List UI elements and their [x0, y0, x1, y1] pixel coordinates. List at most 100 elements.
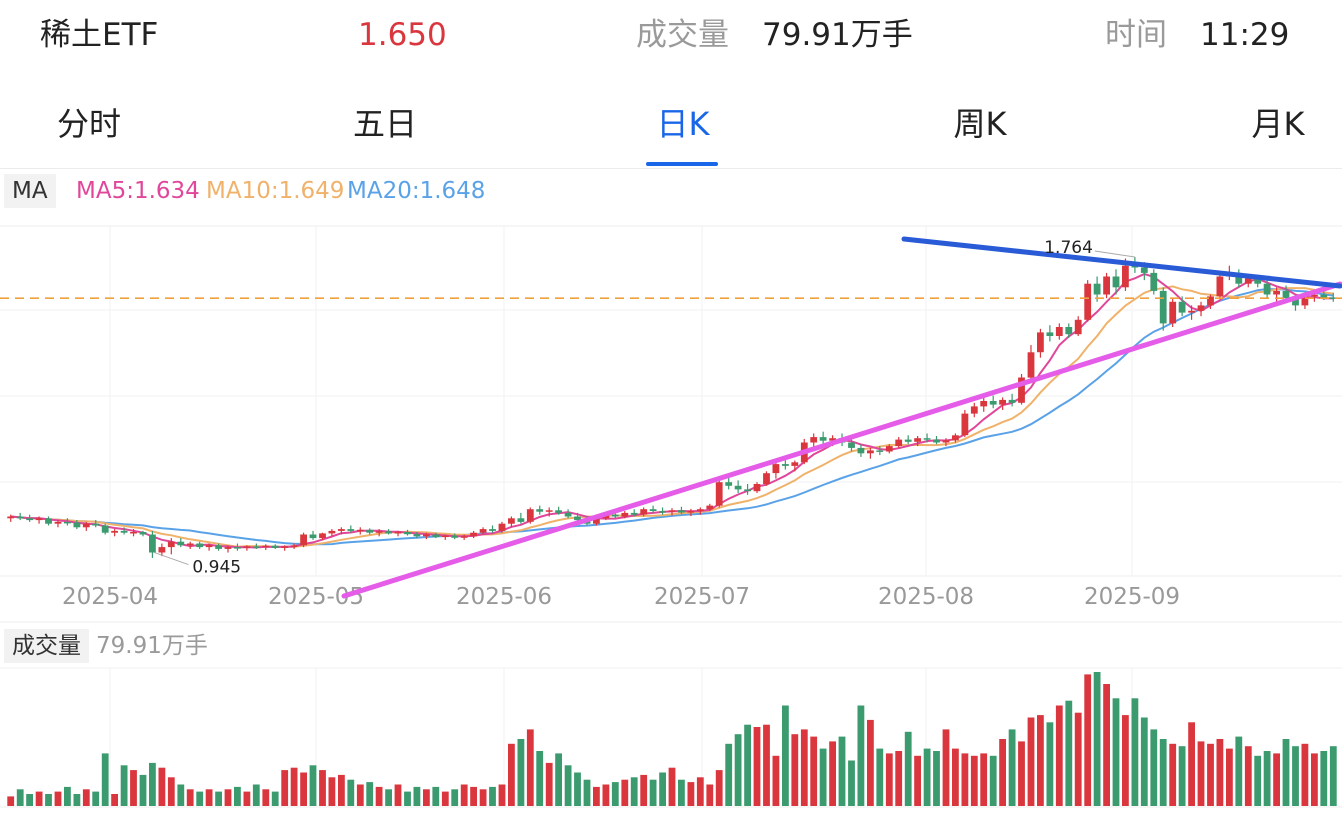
candle-body	[16, 516, 24, 519]
candle-body	[904, 439, 912, 442]
tab-monthly-k[interactable]: 月K	[1251, 105, 1305, 143]
volume-bar	[668, 767, 676, 806]
candle-body	[885, 446, 893, 452]
volume-bar	[366, 782, 374, 806]
volume-bar	[1046, 722, 1054, 806]
volume-bar	[281, 770, 289, 806]
volume-bar	[1055, 705, 1063, 806]
candle-body	[1254, 278, 1262, 284]
candle-body	[120, 530, 128, 533]
volume-selector[interactable]: 成交量	[4, 629, 89, 663]
volume-bar	[1018, 741, 1025, 806]
volume-bar	[139, 774, 147, 806]
candle-body	[867, 450, 874, 454]
volume-value: 79.91万手	[762, 17, 913, 53]
candle-body	[687, 511, 695, 513]
volume-bar	[829, 741, 836, 806]
volume-bar	[715, 770, 723, 806]
volume-bar	[64, 786, 71, 806]
candle-body	[734, 485, 742, 490]
ma-legend: MA MA5:1.634 MA10:1.649 MA20:1.648	[0, 172, 1342, 210]
candle-body	[1112, 276, 1120, 288]
candle-body	[753, 484, 761, 492]
candle-body	[1046, 332, 1054, 336]
tab-intraday[interactable]: 分时	[56, 105, 122, 143]
volume-bar	[1150, 729, 1158, 806]
volume-bar	[356, 784, 364, 806]
volume-bar	[885, 753, 893, 806]
x-tick-label: 2025-05	[268, 584, 364, 610]
volume-bar	[734, 734, 742, 806]
volume-bar	[271, 791, 279, 806]
ma-selector[interactable]: MA	[4, 174, 56, 208]
volume-bar	[158, 767, 166, 806]
candle-body	[479, 529, 487, 533]
ma5-value: MA5:1.634	[76, 178, 200, 204]
candle-body	[224, 547, 232, 549]
candle-body	[1282, 290, 1290, 299]
candle-body	[1140, 267, 1148, 273]
last-price: 1.650	[358, 17, 447, 53]
ma20-line	[10, 287, 1334, 546]
volume-bar	[328, 777, 336, 806]
candle-body	[914, 438, 921, 442]
candle-body	[243, 546, 251, 548]
candle-body	[923, 438, 931, 440]
volume-bar	[687, 782, 695, 806]
volume-bar	[980, 753, 988, 806]
candle-body	[309, 534, 317, 539]
volume-bar	[564, 765, 572, 806]
candle-body	[300, 534, 307, 546]
candle-body	[262, 545, 270, 548]
tab-five-day[interactable]: 五日	[352, 105, 418, 143]
volume-bar	[999, 739, 1006, 806]
volume-bar	[989, 755, 997, 806]
volume-bar	[602, 784, 610, 806]
volume-bar	[659, 772, 666, 806]
volume-bar	[1112, 698, 1120, 806]
candle-body	[404, 532, 411, 535]
volume-bar	[1273, 753, 1280, 806]
candle-body	[1244, 278, 1252, 284]
candle-body	[555, 510, 562, 513]
volume-bar	[1235, 736, 1243, 806]
tab-daily-k[interactable]: 日K	[656, 105, 710, 143]
candle-body	[706, 505, 714, 510]
candle-body	[980, 401, 988, 407]
volume-bar	[26, 794, 33, 806]
volume-bar	[678, 779, 685, 806]
volume-bar	[470, 786, 477, 806]
volume-label: 成交量	[636, 17, 729, 53]
tab-weekly-k[interactable]: 周K	[953, 105, 1007, 143]
candle-body	[1197, 305, 1205, 311]
candle-body	[517, 518, 525, 522]
volume-legend-value: 79.91万手	[96, 633, 208, 659]
volume-bar	[838, 736, 846, 806]
ma10-line	[10, 285, 1334, 549]
candle-body	[989, 401, 997, 405]
candle-body	[375, 531, 383, 533]
volume-bar	[753, 727, 761, 806]
candle-body	[791, 462, 799, 466]
volume-bar	[101, 753, 109, 806]
security-name: 稀土ETF	[40, 17, 159, 53]
volume-bar	[73, 794, 81, 806]
candle-body	[1037, 332, 1044, 353]
candle-body	[933, 439, 940, 443]
candle-body	[961, 413, 969, 436]
volume-bar	[1140, 717, 1148, 806]
volume-legend: 成交量 79.91万手	[0, 627, 1342, 665]
candle-body	[252, 546, 260, 548]
candle-body	[1329, 297, 1337, 299]
volume-bar	[867, 719, 874, 806]
ma10-value: MA10:1.649	[206, 178, 345, 204]
candle-body	[1320, 294, 1328, 298]
candle-body	[621, 512, 629, 517]
candle-body	[1207, 296, 1214, 306]
candle-body	[1273, 290, 1280, 295]
volume-bar	[16, 789, 24, 806]
volume-bar	[92, 791, 100, 806]
low-marker-leader	[154, 552, 189, 566]
candle-body	[696, 509, 704, 511]
